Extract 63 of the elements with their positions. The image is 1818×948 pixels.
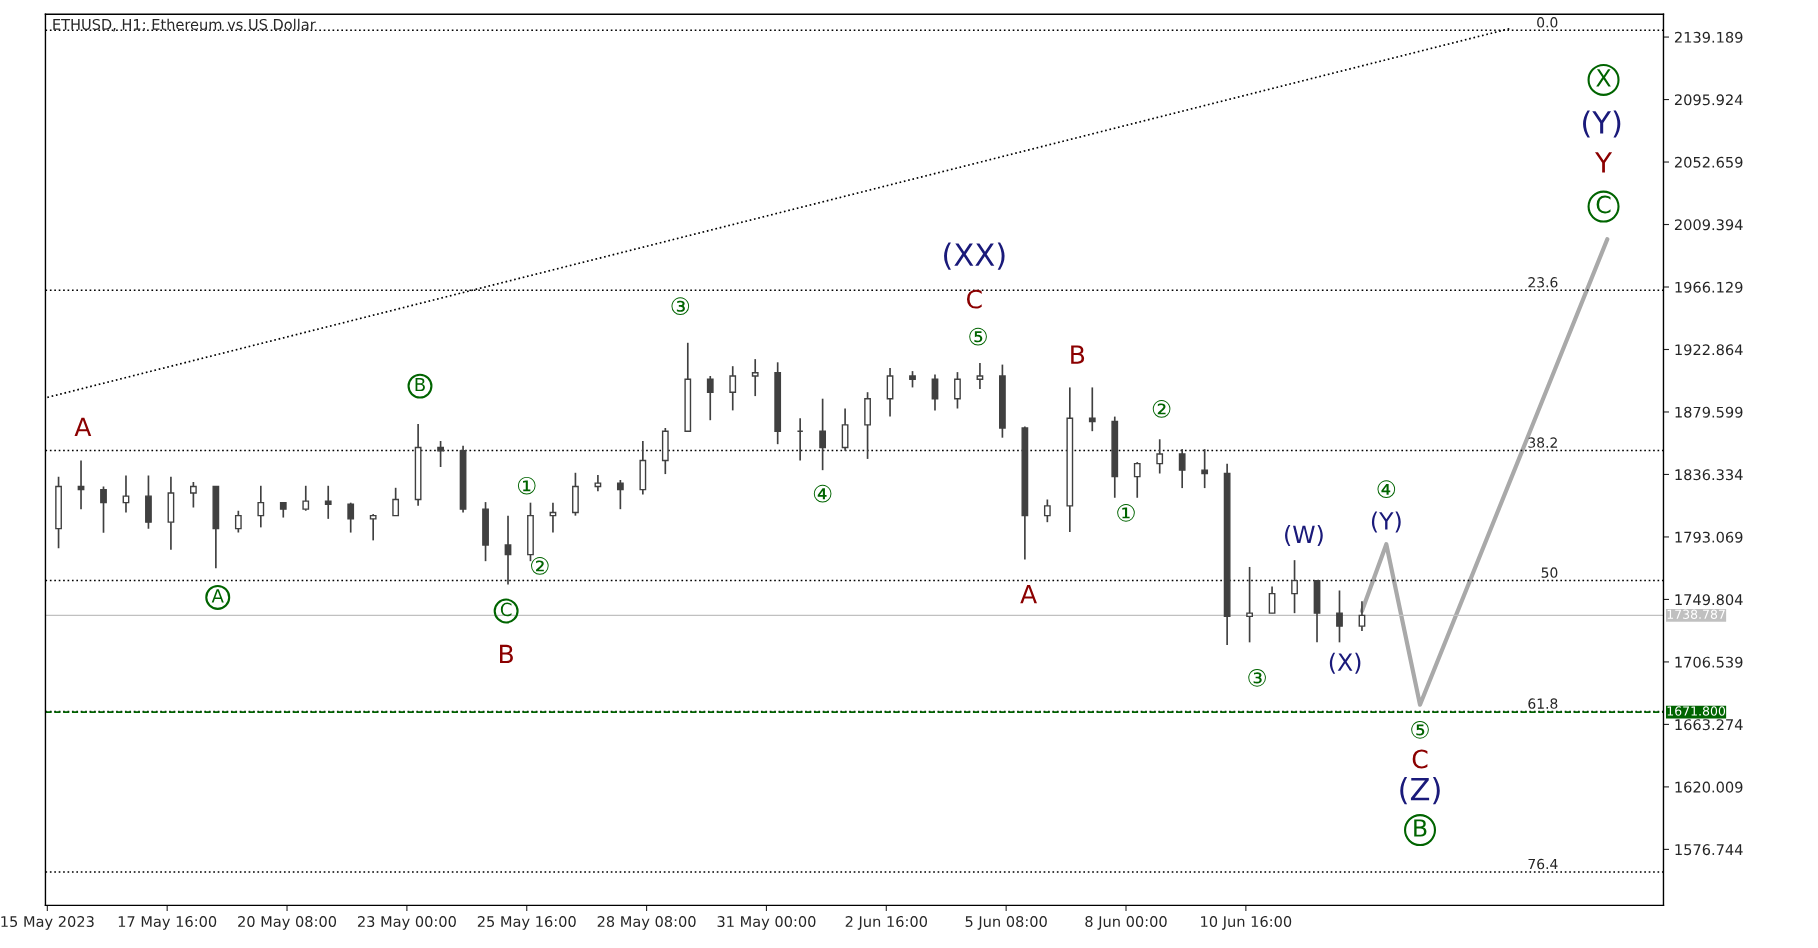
y-tick-label: 1879.599	[1675, 406, 1743, 418]
annotation: (Y)	[1583, 110, 1621, 138]
annotation: B	[500, 644, 513, 664]
x-tick-label: 2 Jun 16:00	[845, 916, 928, 930]
annotation: 38.2	[1528, 437, 1557, 448]
x-tick-label: 20 May 08:00	[238, 916, 337, 930]
annotation: B	[415, 377, 425, 392]
x-tick-label: 31 May 00:00	[717, 916, 816, 930]
annotation: (Y)	[1371, 511, 1401, 533]
annotation: (XX)	[944, 242, 1005, 270]
x-tick-label: 8 Jun 00:00	[1085, 916, 1167, 930]
annotation: 76.4	[1528, 858, 1558, 870]
x-tick-label: 28 May 08:00	[597, 916, 696, 930]
ref-line-label: 1671.800	[1667, 706, 1726, 716]
chart-title: ETHUSD, H1: Ethereum vs US Dollar	[53, 18, 316, 32]
annotation: A	[211, 589, 224, 603]
x-tick-label: 10 Jun 16:00	[1201, 916, 1292, 930]
annotation: C	[966, 289, 982, 309]
y-tick-label: 1706.539	[1675, 656, 1743, 668]
annotation: 0.0	[1537, 17, 1558, 28]
annotation: B	[1071, 345, 1085, 364]
y-tick-label: 1576.744	[1675, 844, 1743, 856]
annotation: X	[1596, 69, 1611, 87]
annotation: ③	[1248, 668, 1266, 687]
annotation: 50	[1541, 567, 1558, 578]
annotation: (W)	[1285, 525, 1323, 547]
annotation: 61.8	[1528, 698, 1558, 709]
y-tick-label: 2009.394	[1674, 219, 1743, 231]
annotation: ①	[1117, 504, 1135, 522]
annotation: ①	[517, 476, 536, 495]
annotation: A	[74, 417, 92, 436]
annotation: ②	[531, 557, 549, 575]
annotation: C	[1596, 195, 1611, 214]
y-tick-label: 1620.009	[1675, 781, 1743, 793]
y-tick-label: 2095.924	[1674, 94, 1743, 106]
y-tick-label: 1836.334	[1675, 469, 1743, 481]
annotation: B	[1414, 819, 1427, 837]
y-tick-label: 2139.189	[1674, 31, 1743, 43]
annotation: C	[500, 602, 512, 617]
annotation: ②	[1152, 400, 1171, 418]
y-tick-label: 1749.804	[1675, 594, 1743, 606]
y-tick-label: 1966.129	[1675, 281, 1743, 293]
ref-line-label: 1738.787	[1667, 609, 1725, 619]
y-tick-label: 1922.864	[1675, 344, 1743, 356]
annotation: (X)	[1329, 652, 1361, 674]
annotation: ④	[1377, 480, 1396, 499]
annotation: Y	[1595, 152, 1613, 173]
y-tick-label: 1663.274	[1675, 719, 1743, 731]
x-tick-label: 17 May 16:00	[118, 916, 217, 930]
annotation: ③	[671, 297, 690, 316]
annotation: (Z)	[1400, 777, 1440, 805]
annotation: 23.6	[1528, 277, 1558, 288]
x-tick-label: 15 May 2023	[1, 916, 94, 930]
annotation: ⑤	[1411, 720, 1429, 739]
y-tick-label: 2052.659	[1674, 156, 1743, 168]
annotation: C	[1412, 749, 1428, 769]
annotation: A	[1020, 584, 1037, 604]
annotation: ④	[813, 484, 832, 503]
annotation: ⑤	[969, 327, 987, 346]
x-tick-label: 5 Jun 08:00	[965, 916, 1047, 930]
x-tick-label: 23 May 00:00	[357, 916, 456, 930]
x-tick-label: 25 May 16:00	[477, 916, 576, 930]
y-tick-label: 1793.069	[1675, 531, 1743, 543]
